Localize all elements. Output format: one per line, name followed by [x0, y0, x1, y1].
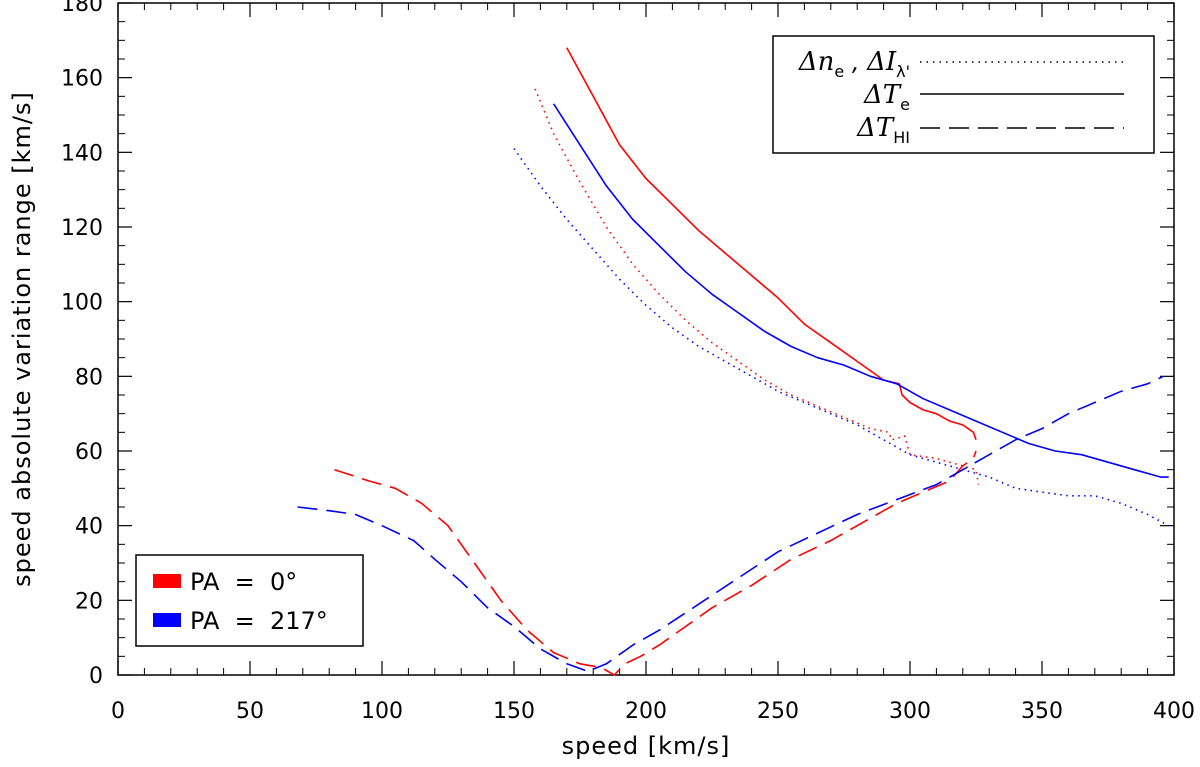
- style-legend-entry-1-label: Δne , ΔIλ': [798, 47, 910, 81]
- x-tick-label: 0: [111, 699, 125, 724]
- style-legend-entry-3-label: ΔTHI: [856, 113, 910, 147]
- x-tick-label: 250: [757, 699, 799, 724]
- style-legend-entry-2-label: ΔTe: [863, 80, 910, 114]
- entry-1-symbol2: ΔI: [866, 47, 897, 77]
- y-tick-label: 80: [75, 365, 103, 390]
- x-tick-label: 200: [625, 699, 667, 724]
- color-legend-box: [135, 554, 364, 647]
- y-tick-label: 180: [61, 0, 103, 17]
- series-layer: [297, 47, 1170, 676]
- y-tick-label: 20: [75, 589, 103, 614]
- color-legend-swatch-pa217: [153, 613, 181, 627]
- ticks-layer: 0 50 100 150 200 250 300 350 400 0 20 40 60 80 100 120 1…: [61, 0, 1195, 724]
- color-legend-label-pa217: PA = 217°: [190, 607, 328, 635]
- entry-2-symbol: ΔT: [863, 80, 902, 110]
- x-tick-label: 400: [1153, 699, 1195, 724]
- series-line-1: [566, 47, 977, 441]
- series-line-6: [297, 375, 1164, 673]
- y-tick-label: 60: [75, 440, 103, 465]
- color-legend: PA = 0° PA = 217°: [135, 554, 364, 647]
- x-tick-label: 100: [361, 699, 403, 724]
- series-line-5: [334, 450, 977, 676]
- y-tick-label: 140: [61, 141, 103, 166]
- y-tick-label: 0: [89, 664, 103, 689]
- y-tick-label: 120: [61, 216, 103, 241]
- series-line-4: [513, 148, 1170, 527]
- entry-1-symbol: Δn: [798, 47, 835, 77]
- x-tick-label: 150: [493, 699, 535, 724]
- x-tick-label: 350: [1021, 699, 1063, 724]
- y-tick-label: 160: [61, 67, 103, 92]
- x-tick-label: 300: [889, 699, 931, 724]
- y-tick-label: 100: [61, 291, 103, 316]
- y-tick-label: 40: [75, 515, 103, 540]
- series-line-2: [552, 103, 1169, 478]
- x-tick-label: 50: [236, 699, 264, 724]
- entry-2-sub: e: [900, 95, 910, 114]
- entry-1-sub2: λ': [896, 62, 910, 81]
- y-axis-title: speed absolute variation range [km/s]: [8, 91, 36, 587]
- entry-1-sep: ,: [844, 48, 867, 76]
- entry-1-sub: e: [834, 62, 844, 81]
- style-legend: Δne , ΔIλ' ΔTe ΔTHI: [772, 35, 1155, 154]
- entry-3-sub: HI: [893, 128, 910, 147]
- x-axis-title: speed [km/s]: [562, 732, 731, 760]
- color-legend-label-pa0: PA = 0°: [190, 568, 297, 596]
- entry-3-symbol: ΔT: [856, 113, 895, 143]
- color-legend-swatch-pa0: [153, 574, 181, 588]
